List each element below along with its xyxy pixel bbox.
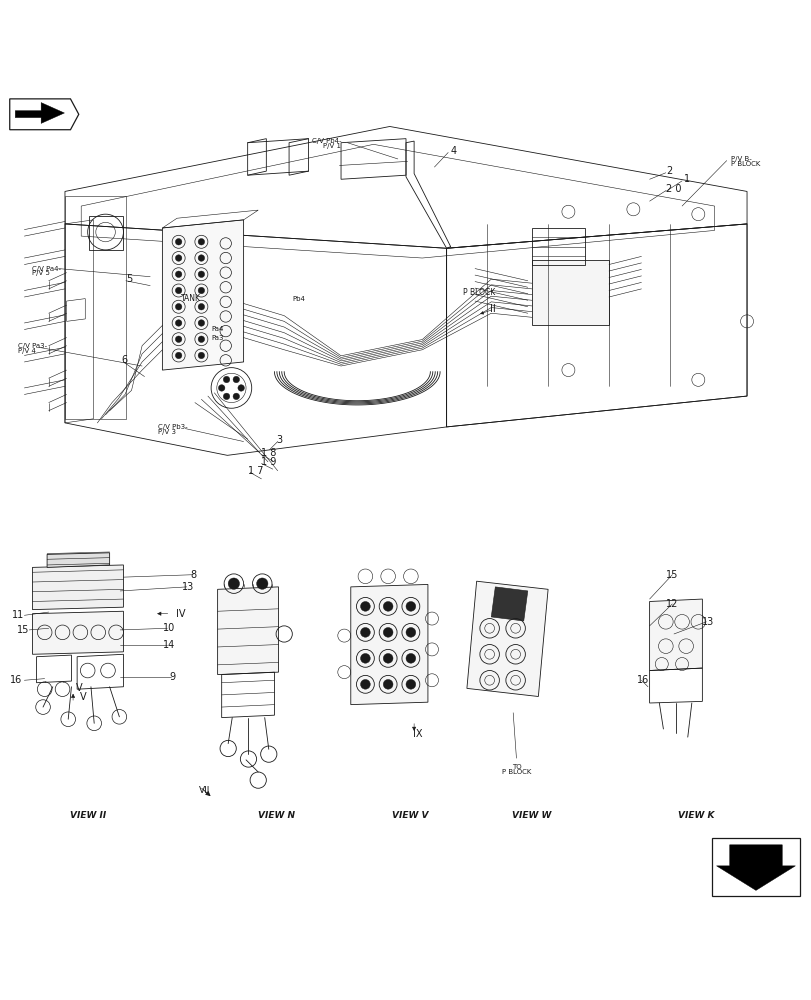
Text: P BLOCK: P BLOCK bbox=[730, 161, 759, 167]
Circle shape bbox=[383, 627, 393, 637]
Text: 1 8: 1 8 bbox=[261, 448, 277, 458]
Text: 14: 14 bbox=[162, 640, 175, 650]
Circle shape bbox=[175, 303, 182, 310]
Circle shape bbox=[175, 255, 182, 261]
Text: VIEW II: VIEW II bbox=[70, 811, 105, 820]
Text: 6: 6 bbox=[122, 355, 128, 365]
Text: C/V Pa3-: C/V Pa3- bbox=[18, 343, 47, 349]
Circle shape bbox=[198, 287, 204, 294]
Circle shape bbox=[406, 653, 415, 663]
Polygon shape bbox=[217, 587, 278, 675]
Circle shape bbox=[198, 320, 204, 326]
Circle shape bbox=[360, 627, 370, 637]
Text: 10: 10 bbox=[162, 623, 175, 633]
Text: 4: 4 bbox=[450, 146, 457, 156]
Text: 12: 12 bbox=[665, 599, 678, 609]
Text: VIEW N: VIEW N bbox=[257, 811, 294, 820]
Circle shape bbox=[175, 239, 182, 245]
Polygon shape bbox=[32, 611, 123, 654]
Text: 11: 11 bbox=[11, 610, 24, 620]
Circle shape bbox=[233, 393, 239, 400]
Polygon shape bbox=[15, 103, 64, 123]
Circle shape bbox=[175, 287, 182, 294]
Text: Pb4: Pb4 bbox=[292, 296, 305, 302]
Text: C/V Pa4-: C/V Pa4- bbox=[32, 266, 62, 272]
Text: 16: 16 bbox=[636, 675, 649, 685]
Circle shape bbox=[198, 336, 204, 342]
Text: 1: 1 bbox=[683, 174, 689, 184]
Text: V: V bbox=[76, 683, 83, 693]
Circle shape bbox=[383, 679, 393, 689]
Polygon shape bbox=[531, 260, 608, 325]
Circle shape bbox=[228, 578, 239, 589]
Text: 13: 13 bbox=[701, 617, 714, 627]
Text: TANK: TANK bbox=[181, 294, 200, 303]
Polygon shape bbox=[32, 565, 123, 610]
Circle shape bbox=[256, 578, 268, 589]
Text: IX: IX bbox=[413, 729, 423, 739]
Circle shape bbox=[198, 255, 204, 261]
Text: TO: TO bbox=[511, 764, 521, 770]
Text: IV: IV bbox=[175, 609, 185, 619]
Text: 15: 15 bbox=[16, 625, 29, 635]
Text: 3: 3 bbox=[276, 435, 282, 445]
Text: 13: 13 bbox=[182, 582, 195, 592]
Circle shape bbox=[218, 385, 225, 391]
Text: 9: 9 bbox=[169, 672, 175, 682]
Text: Pa4: Pa4 bbox=[211, 326, 224, 332]
Circle shape bbox=[223, 376, 230, 383]
Circle shape bbox=[360, 653, 370, 663]
Circle shape bbox=[198, 303, 204, 310]
Polygon shape bbox=[715, 845, 795, 890]
Text: Pa3: Pa3 bbox=[211, 335, 224, 341]
Bar bbox=[711, 838, 799, 896]
Text: C/V Pb3-: C/V Pb3- bbox=[158, 424, 187, 430]
Text: C/V Pb4-: C/V Pb4- bbox=[311, 138, 341, 144]
Text: II: II bbox=[489, 304, 496, 314]
Text: P/V 1: P/V 1 bbox=[323, 143, 341, 149]
Circle shape bbox=[223, 393, 230, 400]
Circle shape bbox=[238, 385, 244, 391]
Circle shape bbox=[198, 271, 204, 278]
Polygon shape bbox=[649, 599, 702, 671]
Polygon shape bbox=[350, 584, 427, 705]
Circle shape bbox=[406, 601, 415, 611]
Text: VIEW V: VIEW V bbox=[392, 811, 427, 820]
Text: 1 7: 1 7 bbox=[248, 466, 264, 476]
Text: P/V B-: P/V B- bbox=[730, 156, 751, 162]
Text: P BLOCK: P BLOCK bbox=[501, 769, 530, 775]
Text: P/V 3: P/V 3 bbox=[158, 429, 176, 435]
Polygon shape bbox=[162, 220, 243, 370]
Text: 2 0: 2 0 bbox=[665, 184, 680, 194]
Circle shape bbox=[360, 679, 370, 689]
Circle shape bbox=[175, 336, 182, 342]
Text: VIEW K: VIEW K bbox=[678, 811, 714, 820]
Polygon shape bbox=[466, 581, 547, 697]
Circle shape bbox=[198, 352, 204, 359]
Circle shape bbox=[360, 601, 370, 611]
Polygon shape bbox=[491, 587, 527, 621]
Circle shape bbox=[175, 320, 182, 326]
Circle shape bbox=[383, 653, 393, 663]
Circle shape bbox=[198, 239, 204, 245]
Text: 5: 5 bbox=[126, 274, 132, 284]
Text: 15: 15 bbox=[665, 570, 678, 580]
Polygon shape bbox=[47, 553, 109, 567]
Circle shape bbox=[383, 601, 393, 611]
Circle shape bbox=[233, 376, 239, 383]
Text: VII: VII bbox=[199, 786, 210, 795]
Circle shape bbox=[175, 352, 182, 359]
Text: P BLOCK: P BLOCK bbox=[462, 288, 495, 297]
Text: 2: 2 bbox=[665, 166, 672, 176]
Circle shape bbox=[406, 627, 415, 637]
Circle shape bbox=[406, 679, 415, 689]
Text: 8: 8 bbox=[190, 570, 196, 580]
Text: P/V 4: P/V 4 bbox=[18, 348, 36, 354]
Text: 16: 16 bbox=[10, 675, 23, 685]
Text: V: V bbox=[79, 692, 86, 702]
Circle shape bbox=[175, 271, 182, 278]
Text: 1 9: 1 9 bbox=[261, 457, 277, 467]
Text: P/V 5: P/V 5 bbox=[32, 270, 50, 276]
Text: VIEW W: VIEW W bbox=[512, 811, 551, 820]
